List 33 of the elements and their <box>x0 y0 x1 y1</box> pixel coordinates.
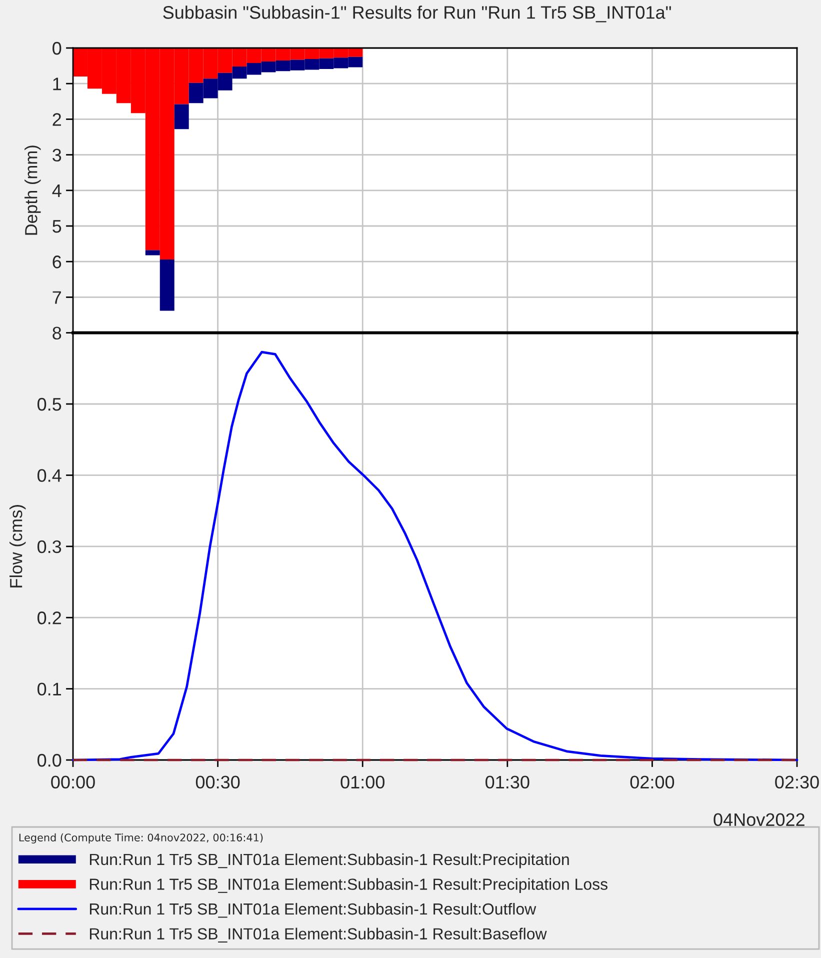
x-tick-label: 01:30 <box>486 776 530 789</box>
bar <box>174 104 189 130</box>
y-tick-label: 5 <box>52 220 62 233</box>
y-tick-label: 0.0 <box>37 754 62 767</box>
y-tick-label: 0.3 <box>37 540 62 554</box>
y-tick-label: 4 <box>52 184 62 197</box>
y-tick-label: 6 <box>52 256 62 268</box>
legend-title: Legend (Compute Time: 04nov2022, 00:16:41) <box>19 833 263 844</box>
x-tick-label: 02:00 <box>630 776 674 789</box>
y-tick-label: 2 <box>52 113 61 126</box>
x-tick-label: 02:30 <box>775 776 819 789</box>
y-axis-title: Depth (mm) <box>24 146 41 235</box>
y-axis-title: Flow (cms) <box>9 505 26 588</box>
y-tick-label: 1 <box>53 78 62 90</box>
legend-label: Run:Run 1 Tr5 SB_INT01a Element:Subbasin-1 Result:Baseflow <box>90 928 547 942</box>
x-tick-label: 00:00 <box>51 776 95 789</box>
x-tick-label: 00:30 <box>196 776 240 789</box>
y-tick-label: 0.4 <box>37 469 62 482</box>
y-tick-label: 7 <box>52 291 61 304</box>
legend-label: Run:Run 1 Tr5 SB_INT01a Element:Subbasin-1 Result:Precipitation Loss <box>90 878 608 894</box>
text: 04Nov2022 <box>714 813 804 826</box>
y-tick-label: 0.2 <box>37 612 61 624</box>
bar <box>145 250 160 256</box>
legend-label: Run:Run 1 Tr5 SB_INT01a Element:Subbasin-1 Result:Precipitation <box>90 853 569 868</box>
bar <box>160 259 174 311</box>
chart-title: Subbasin "Subbasin-1" Results for Run "Run 1 Tr5 SB_INT01a" <box>163 6 671 22</box>
legend-label: Run:Run 1 Tr5 SB_INT01a Element:Subbasin-1 Result:Outflow <box>90 902 536 918</box>
y-tick-label: 8 <box>52 326 62 340</box>
x-tick-label: 01:00 <box>340 776 384 789</box>
y-tick-label: 0.5 <box>37 398 62 411</box>
y-tick-label: 3 <box>52 148 62 162</box>
y-tick-label: 0 <box>52 42 62 55</box>
y-tick-label: 0.1 <box>37 682 62 696</box>
